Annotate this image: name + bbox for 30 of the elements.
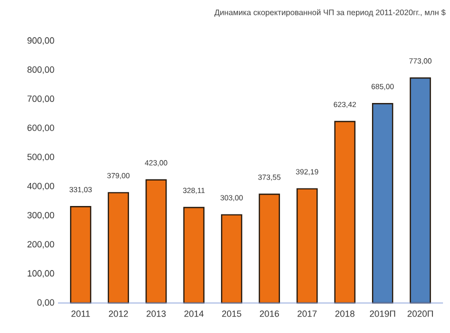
x-tick-label: 2017 <box>298 310 317 317</box>
x-tick-label: 2012 <box>108 310 128 317</box>
y-tick-label: 900,00 <box>27 37 54 45</box>
y-tick-label: 300,00 <box>27 212 54 220</box>
bar <box>372 102 394 304</box>
y-tick-label: 400,00 <box>27 182 54 190</box>
x-tick-label: 2016 <box>260 310 279 317</box>
x-tick-label: 2013 <box>146 310 166 317</box>
bar <box>146 179 167 304</box>
x-tick-label: 2015 <box>222 310 242 317</box>
x-tick-label: 2019П <box>370 310 396 317</box>
y-tick-label: 700,00 <box>28 96 54 103</box>
y-tick-label: 600,00 <box>28 124 54 132</box>
y-tick-label: 500,00 <box>27 154 54 162</box>
x-tick-label: 2018 <box>335 310 354 317</box>
y-tick-label: 800,00 <box>27 66 54 74</box>
bar <box>258 194 280 304</box>
bar <box>410 77 431 304</box>
bar <box>296 188 318 304</box>
x-tick-label: 2011 <box>71 310 90 317</box>
bar <box>108 192 129 304</box>
y-tick-label: 100,00 <box>28 270 54 278</box>
y-tick-label: 200,00 <box>28 241 54 248</box>
x-tick-label: 2014 <box>184 310 204 317</box>
x-tick-label: 2020П <box>408 310 433 317</box>
y-tick-label: 0,00 <box>37 299 54 307</box>
bar <box>334 120 356 304</box>
bar <box>183 206 204 304</box>
bar <box>70 206 92 304</box>
bar <box>221 214 242 304</box>
